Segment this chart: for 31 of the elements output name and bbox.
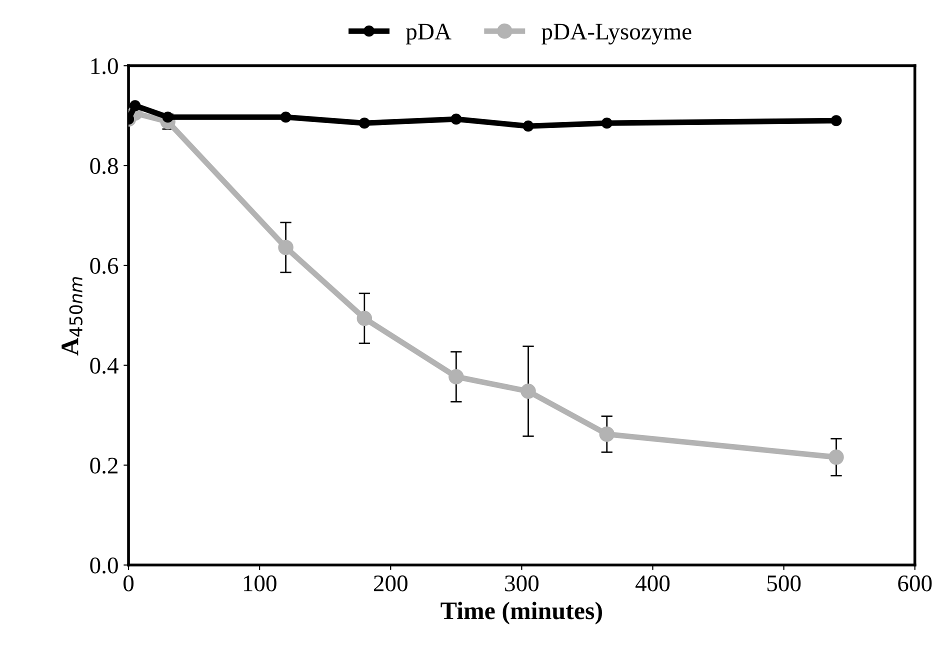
x-tick-label: 500 [767,575,801,592]
y-tick-label: 0.4 [90,358,118,374]
y-tick-label: 0.8 [90,158,118,174]
y-tick-label: 0.2 [90,458,118,474]
legend-label: pDA-Lysozyme [542,24,692,44]
point [599,426,615,442]
y-tick-label: 1.0 [91,58,118,74]
point [828,450,844,465]
y-axis-title: A$_{450nm}$ [62,277,83,356]
legend-label: pDA [406,24,452,44]
x-tick-label: 200 [374,575,408,592]
x-tick-label: 400 [636,575,670,592]
point [448,369,464,384]
point [358,118,370,129]
point [522,120,534,132]
point [130,100,141,112]
point [601,118,612,129]
x-tick-label: 300 [505,575,539,592]
x-tick-label: 600 [898,575,932,592]
point [278,240,294,256]
x-tick-label: 100 [244,575,276,592]
point [520,384,536,399]
point [830,115,842,126]
point [450,114,462,125]
point [162,112,174,123]
point [356,310,372,326]
y-tick-label: 0.6 [90,258,118,274]
point [280,112,292,123]
x-tick-label: 0 [124,575,134,592]
x-axis-title: Time (minutes) [440,602,602,624]
y-tick-label: 0.0 [90,558,118,574]
